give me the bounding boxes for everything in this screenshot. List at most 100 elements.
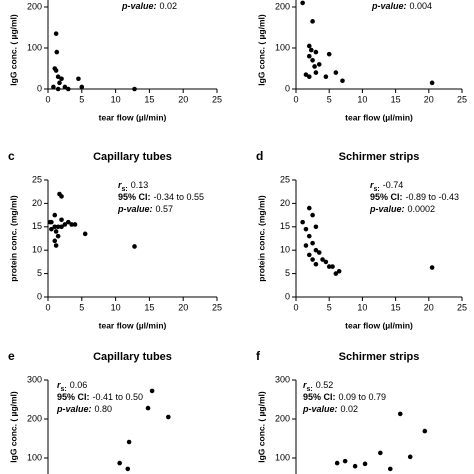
stat-label: p-value: xyxy=(121,1,157,11)
x-axis-label: tear flow (µl/min) xyxy=(99,320,167,330)
point xyxy=(312,64,317,69)
y-axis-label: IgG conc. ( µg/ml) xyxy=(256,391,266,463)
point xyxy=(333,70,339,75)
x-tick-label: 20 xyxy=(424,94,434,104)
y-tick-label: 100 xyxy=(275,452,290,462)
x-tick-label: 15 xyxy=(144,302,154,312)
x-tick-label: 0 xyxy=(293,302,298,312)
y-axis-label: protein conc. (mg/ml) xyxy=(256,195,266,282)
point xyxy=(306,252,312,258)
point xyxy=(303,243,309,248)
stat-label: r xyxy=(370,180,374,190)
point xyxy=(378,450,383,456)
point xyxy=(310,212,315,218)
point xyxy=(306,205,312,211)
point xyxy=(47,219,53,225)
y-tick-label: 10 xyxy=(280,245,290,255)
stat-line: rs: 0.13 xyxy=(118,180,148,192)
point xyxy=(303,72,309,77)
y-tick-label: 25 xyxy=(32,174,42,184)
stat-value: 0.02 xyxy=(160,1,178,11)
stat-label: 95% CI: xyxy=(370,192,403,202)
stat-line: p-value: 0.004 xyxy=(371,1,432,11)
x-tick-label: 25 xyxy=(212,94,222,104)
stat-subscript: s: xyxy=(307,386,313,393)
y-tick-label: 5 xyxy=(285,268,290,278)
x-tick-label: 0 xyxy=(45,94,50,104)
stat-line: rs: 0.06 xyxy=(57,380,87,392)
stat-label: p-value: xyxy=(302,404,338,414)
point xyxy=(62,84,68,90)
y-tick-label: 200 xyxy=(275,413,290,423)
point xyxy=(316,62,322,67)
point xyxy=(55,224,61,230)
point xyxy=(79,84,85,90)
stat-value: 0.52 xyxy=(316,380,334,390)
x-tick-label: 5 xyxy=(79,94,84,104)
x-axis-label: tear flow (µl/min) xyxy=(345,320,413,330)
point xyxy=(333,271,339,276)
y-tick-label: 300 xyxy=(275,374,290,384)
x-tick-label: 5 xyxy=(327,94,332,104)
point xyxy=(166,414,171,420)
y-tick-label: 10 xyxy=(32,245,42,255)
point xyxy=(145,405,151,411)
point xyxy=(52,212,58,218)
x-tick-label: 20 xyxy=(424,302,434,312)
point xyxy=(62,222,68,227)
stat-line: 95% CI: -0.89 to -0.43 xyxy=(370,192,459,202)
y-tick-label: 0 xyxy=(37,291,42,301)
x-tick-label: 25 xyxy=(457,94,467,104)
stat-line: rs: 0.52 xyxy=(303,380,333,392)
point xyxy=(352,463,358,469)
y-tick-label: 25 xyxy=(280,174,290,184)
point xyxy=(59,194,64,199)
point xyxy=(310,19,315,24)
point xyxy=(125,466,131,472)
stat-line: p-value: 0.57 xyxy=(117,204,173,214)
point xyxy=(300,0,305,6)
y-tick-label: 100 xyxy=(275,42,290,52)
point xyxy=(69,222,74,227)
stat-line: 95% CI: 0.09 to 0.79 xyxy=(303,392,386,402)
panel-letter: d xyxy=(256,149,263,163)
y-axis-label: IgG conc. ( µg/ml) xyxy=(8,14,18,86)
panel-title: Capillary tubes xyxy=(93,351,172,363)
point xyxy=(53,243,59,248)
stat-line: 95% CI: -0.41 to 0.50 xyxy=(57,392,143,402)
point xyxy=(316,250,322,255)
point xyxy=(310,257,315,262)
point xyxy=(387,466,393,472)
stat-value: -0.41 to 0.50 xyxy=(93,392,144,402)
stat-subscript: s: xyxy=(122,186,128,193)
stat-line: p-value: 0.02 xyxy=(121,1,177,11)
stat-value: -0.89 to -0.43 xyxy=(406,192,460,202)
stat-value: -0.74 xyxy=(383,180,404,190)
x-tick-label: 0 xyxy=(45,302,50,312)
point xyxy=(59,224,64,230)
panel-letter: c xyxy=(8,149,15,163)
point xyxy=(330,264,335,269)
y-tick-label: 200 xyxy=(275,1,290,11)
point xyxy=(306,74,312,79)
point xyxy=(362,461,368,467)
point xyxy=(313,247,319,253)
stat-label: p-value: xyxy=(369,204,405,214)
stat-value: 0.004 xyxy=(410,1,433,11)
stat-label: r xyxy=(57,380,61,390)
stat-label: r xyxy=(118,180,122,190)
point xyxy=(132,86,137,92)
y-tick-label: 15 xyxy=(32,221,42,231)
panel-letter: f xyxy=(256,349,261,363)
y-tick-label: 0 xyxy=(285,83,290,93)
point xyxy=(429,265,435,270)
stat-line: rs: -0.74 xyxy=(370,180,403,192)
x-tick-label: 10 xyxy=(357,94,367,104)
stat-label: r xyxy=(303,380,307,390)
stat-subscript: s: xyxy=(61,386,67,393)
panel-title: Schirmer strips xyxy=(339,351,420,363)
point xyxy=(53,31,59,36)
point xyxy=(51,84,56,90)
x-tick-label: 10 xyxy=(111,302,121,312)
